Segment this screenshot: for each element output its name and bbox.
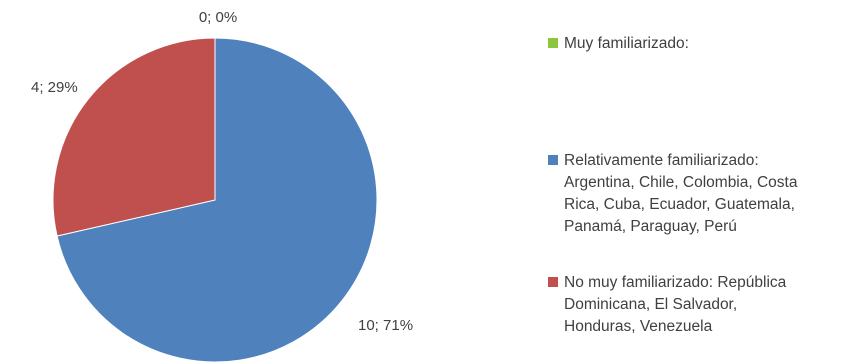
legend-item-muy-familiarizado: Muy familiarizado: [548, 33, 848, 55]
legend-swatch-relativamente-familiarizado [548, 155, 558, 165]
legend-swatch-no-muy-familiarizado [548, 277, 558, 287]
legend-label-muy-familiarizado: Muy familiarizado: [564, 35, 689, 52]
pie-slice-relativamente-familiarizado [56, 37, 378, 362]
data-label-no-muy-familiarizado: 4; 29% [31, 79, 78, 96]
legend-label-no-muy-familiarizado: No muy familiarizado: República Dominican… [564, 274, 787, 335]
legend-label-relativamente-familiarizado: Relativamente familiarizado: Argentina, C… [564, 152, 798, 235]
data-label-muy-familiarizado: 0; 0% [199, 9, 237, 26]
data-label-relativamente-familiarizado: 10; 71% [358, 317, 413, 334]
legend-item-no-muy-familiarizado: No muy familiarizado: República Dominican… [548, 272, 848, 338]
pie-slice-no-muy-familiarizado [52, 37, 216, 237]
legend-swatch-muy-familiarizado [548, 38, 558, 48]
pie-chart: 0; 0% 10; 71% 4; 29% [31, 9, 413, 362]
legend-item-relativamente-familiarizado: Relativamente familiarizado: Argentina, C… [548, 150, 848, 238]
